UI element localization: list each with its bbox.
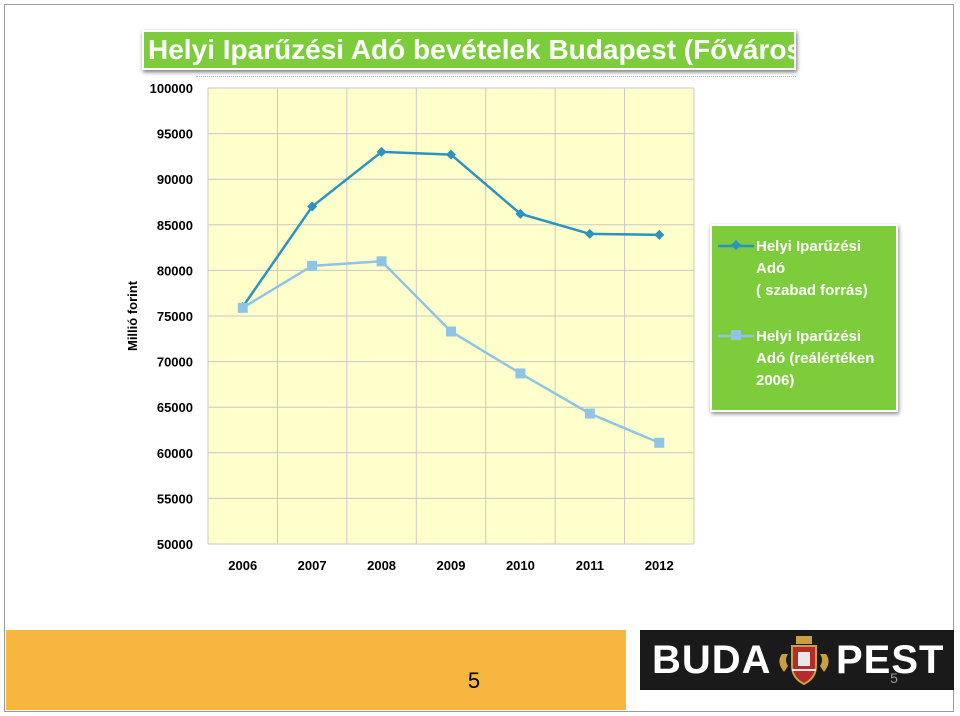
y-tick-label: 55000 [157, 491, 193, 506]
footer-bar [6, 630, 626, 710]
logo-text-pest: PEST [836, 638, 945, 682]
y-tick-label: 60000 [157, 446, 193, 461]
y-tick-label: 100000 [150, 81, 193, 96]
y-tick-label: 65000 [157, 400, 193, 415]
x-tick-label: 2006 [228, 558, 257, 573]
data-point-series-2 [654, 437, 665, 448]
data-point-series-2 [446, 326, 456, 337]
x-tick-label: 2010 [506, 558, 535, 573]
line-chart: 100000 95000 90000 85000 80000 75000 70000 6500… [125, 81, 695, 573]
data-point-series-1 [654, 229, 665, 240]
y-tick-label: 80000 [157, 263, 193, 278]
data-point-series-2 [237, 302, 248, 313]
x-tick-label: 2007 [298, 558, 327, 573]
y-tick-label: 95000 [157, 127, 193, 142]
legend-label-series-1: Helyi Iparűzési Adó ( szabad forrás) [756, 236, 896, 302]
budapest-logo: BUDA PEST [640, 630, 954, 690]
legend-label-line: Helyi Iparűzési [756, 328, 862, 345]
chart-legend: Helyi Iparűzési Adó ( szabad forrás) Hel… [710, 224, 898, 412]
data-point-series-1 [515, 208, 526, 219]
x-tick-label: 2009 [437, 558, 466, 573]
data-point-series-2 [307, 260, 318, 271]
legend-label-line: Adó (reálértéken [756, 350, 875, 367]
logo-text-buda: BUDA [652, 638, 772, 682]
y-axis-label: Millió forint [125, 280, 140, 351]
data-point-series-1 [307, 201, 318, 212]
legend-label-line: ( szabad forrás) [756, 282, 868, 299]
legend-label-line: Helyi Iparűzési [756, 238, 862, 255]
logo-page-number: 5 [890, 670, 898, 686]
x-tick-label: 2012 [645, 558, 674, 573]
y-tick-label: 75000 [157, 309, 193, 324]
legend-swatch-series-2 [718, 330, 754, 340]
data-point-series-2 [376, 256, 387, 267]
data-point-series-1 [446, 149, 456, 160]
legend-swatch-series-1 [718, 240, 754, 250]
data-point-series-1 [376, 146, 387, 157]
y-tick-label: 70000 [157, 355, 193, 370]
legend-label-line: 2006) [756, 372, 795, 389]
title-underline [196, 76, 796, 77]
legend-label-series-2: Helyi Iparűzési Adó (reálértéken 2006) [756, 326, 896, 392]
page-number: 5 [467, 668, 481, 693]
data-point-series-1 [584, 228, 595, 239]
x-tick-label: 2008 [367, 558, 396, 573]
y-tick-label: 85000 [157, 218, 193, 233]
slide-title: Helyi Iparűzési Adó bevételek Budapest (… [142, 30, 796, 70]
y-tick-label: 50000 [157, 537, 193, 552]
legend-label-line: Adó [756, 260, 786, 277]
y-tick-label: 90000 [157, 172, 193, 187]
data-point-series-2 [584, 408, 595, 419]
coat-of-arms-icon [779, 636, 829, 686]
x-tick-label: 2011 [576, 558, 604, 573]
data-point-series-2 [515, 368, 526, 379]
